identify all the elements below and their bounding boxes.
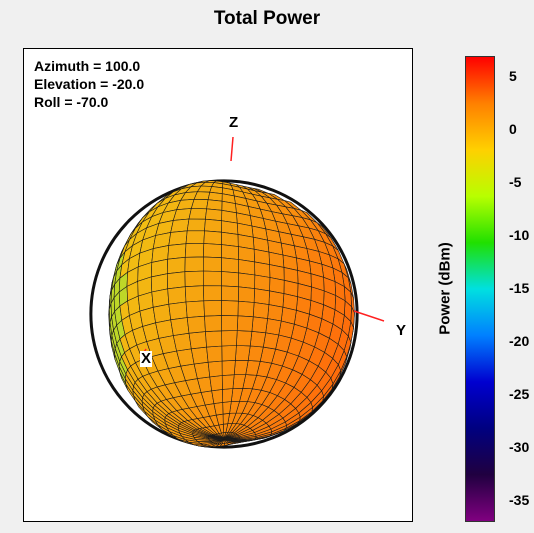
colorbar-tick-4: -15 xyxy=(509,280,530,296)
elevation-readout: Elevation = -20.0 xyxy=(34,76,145,92)
view-info: Azimuth = 100.0 Elevation = -20.0 Roll =… xyxy=(34,57,144,111)
mesh-patch xyxy=(221,244,239,260)
mesh-patch xyxy=(204,315,222,332)
mesh-patch xyxy=(238,272,256,289)
mesh-patch xyxy=(206,199,223,211)
sphere-outline xyxy=(89,179,359,449)
mesh-patch xyxy=(190,198,209,210)
mesh-patch xyxy=(155,319,174,339)
mesh-patch xyxy=(265,318,282,336)
mesh-patch xyxy=(170,218,190,233)
colorbar-tick-6: -25 xyxy=(509,385,530,402)
mesh-patch xyxy=(205,208,223,222)
mesh-patch xyxy=(203,300,222,317)
mesh-patch xyxy=(204,218,222,233)
mesh-patch xyxy=(222,401,232,415)
mesh-patch xyxy=(211,389,224,404)
colorbar-tick-7: -30 xyxy=(509,438,530,455)
radiation-pattern-3d[interactable] xyxy=(24,49,412,521)
mesh-patch xyxy=(203,285,222,302)
mesh-patch xyxy=(166,256,186,275)
mesh-patch xyxy=(252,302,270,319)
colorbar-tick-0: 5 xyxy=(509,68,517,85)
mesh-patch xyxy=(267,304,284,322)
mesh-patch xyxy=(205,330,223,348)
mesh-patch xyxy=(203,243,222,259)
mesh-patch xyxy=(168,301,188,321)
chart-title: Total Power xyxy=(213,8,321,29)
z-axis-line xyxy=(230,136,234,162)
mesh-patch xyxy=(221,374,235,390)
z-axis-label: Z xyxy=(229,114,239,131)
mesh-patch xyxy=(236,315,254,332)
mesh-patch xyxy=(238,259,256,276)
mesh-patch xyxy=(184,270,204,288)
mesh-patch xyxy=(251,316,268,334)
mesh-patch xyxy=(166,271,186,290)
mesh-patch xyxy=(236,330,253,347)
mesh-patch xyxy=(172,332,192,352)
mesh-patch xyxy=(233,359,249,376)
mesh-patch xyxy=(170,317,190,336)
mesh-patch xyxy=(203,230,222,245)
sphere-surface xyxy=(89,179,359,449)
mesh-patch xyxy=(186,315,206,334)
roll-readout: Roll = -70.0 xyxy=(34,94,109,110)
mesh-patch xyxy=(188,331,207,350)
colorbar-tick-3: -10 xyxy=(509,227,530,244)
colorbar xyxy=(465,56,495,522)
colorbar-tick-8: -35 xyxy=(509,491,530,508)
mesh-patch xyxy=(167,286,187,305)
mesh-patch xyxy=(185,300,205,318)
mesh-patch xyxy=(221,257,239,274)
mesh-patch xyxy=(221,330,238,347)
mesh-patch xyxy=(152,303,172,324)
colorbar-tick-2: -5 xyxy=(509,174,522,191)
mesh-patch xyxy=(168,230,188,246)
mesh-patch xyxy=(190,346,209,365)
x-axis-label: X xyxy=(140,350,153,367)
mesh-patch xyxy=(221,231,239,247)
colorbar-tick-1: 0 xyxy=(509,121,517,138)
mesh-patch xyxy=(222,388,234,403)
colorbar-tick-5: -20 xyxy=(509,332,530,349)
axis-lines xyxy=(230,136,234,162)
mesh-patch xyxy=(249,330,267,348)
mesh-patch xyxy=(188,208,207,220)
mesh-patch xyxy=(167,243,187,260)
y-axis-line xyxy=(353,310,385,322)
mesh-patch xyxy=(221,345,237,362)
mesh-patch xyxy=(206,345,223,363)
mesh-patch xyxy=(207,360,223,378)
mesh-patch xyxy=(254,274,271,292)
mesh-patch xyxy=(221,285,239,302)
mesh-patch xyxy=(202,270,222,287)
mesh-patch xyxy=(253,288,270,305)
azimuth-readout: Azimuth = 100.0 xyxy=(34,58,141,74)
colorbar-label: Power (dBm) xyxy=(436,242,454,335)
y-axis-label: Y xyxy=(396,322,407,339)
plot-area[interactable]: Azimuth = 100.0 Elevation = -20.0 Roll =… xyxy=(23,48,413,522)
mesh-patch xyxy=(221,300,239,317)
mesh-patch xyxy=(184,285,205,303)
mesh-patch xyxy=(202,256,222,272)
mesh-patch xyxy=(184,243,205,258)
mesh-patch xyxy=(221,359,236,376)
mesh-patch xyxy=(221,315,239,332)
mesh-patch xyxy=(237,300,255,318)
mesh-patch xyxy=(221,271,239,288)
mesh-patch xyxy=(209,375,223,392)
mesh-patch xyxy=(186,218,206,232)
mesh-patch xyxy=(184,256,204,273)
mesh-patch xyxy=(185,230,205,245)
mesh-patch xyxy=(235,345,251,361)
mesh-patch xyxy=(262,332,280,350)
mesh-patch xyxy=(237,286,255,303)
